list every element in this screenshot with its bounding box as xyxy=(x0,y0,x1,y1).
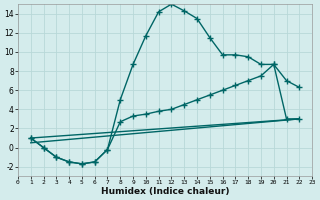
X-axis label: Humidex (Indice chaleur): Humidex (Indice chaleur) xyxy=(101,187,229,196)
